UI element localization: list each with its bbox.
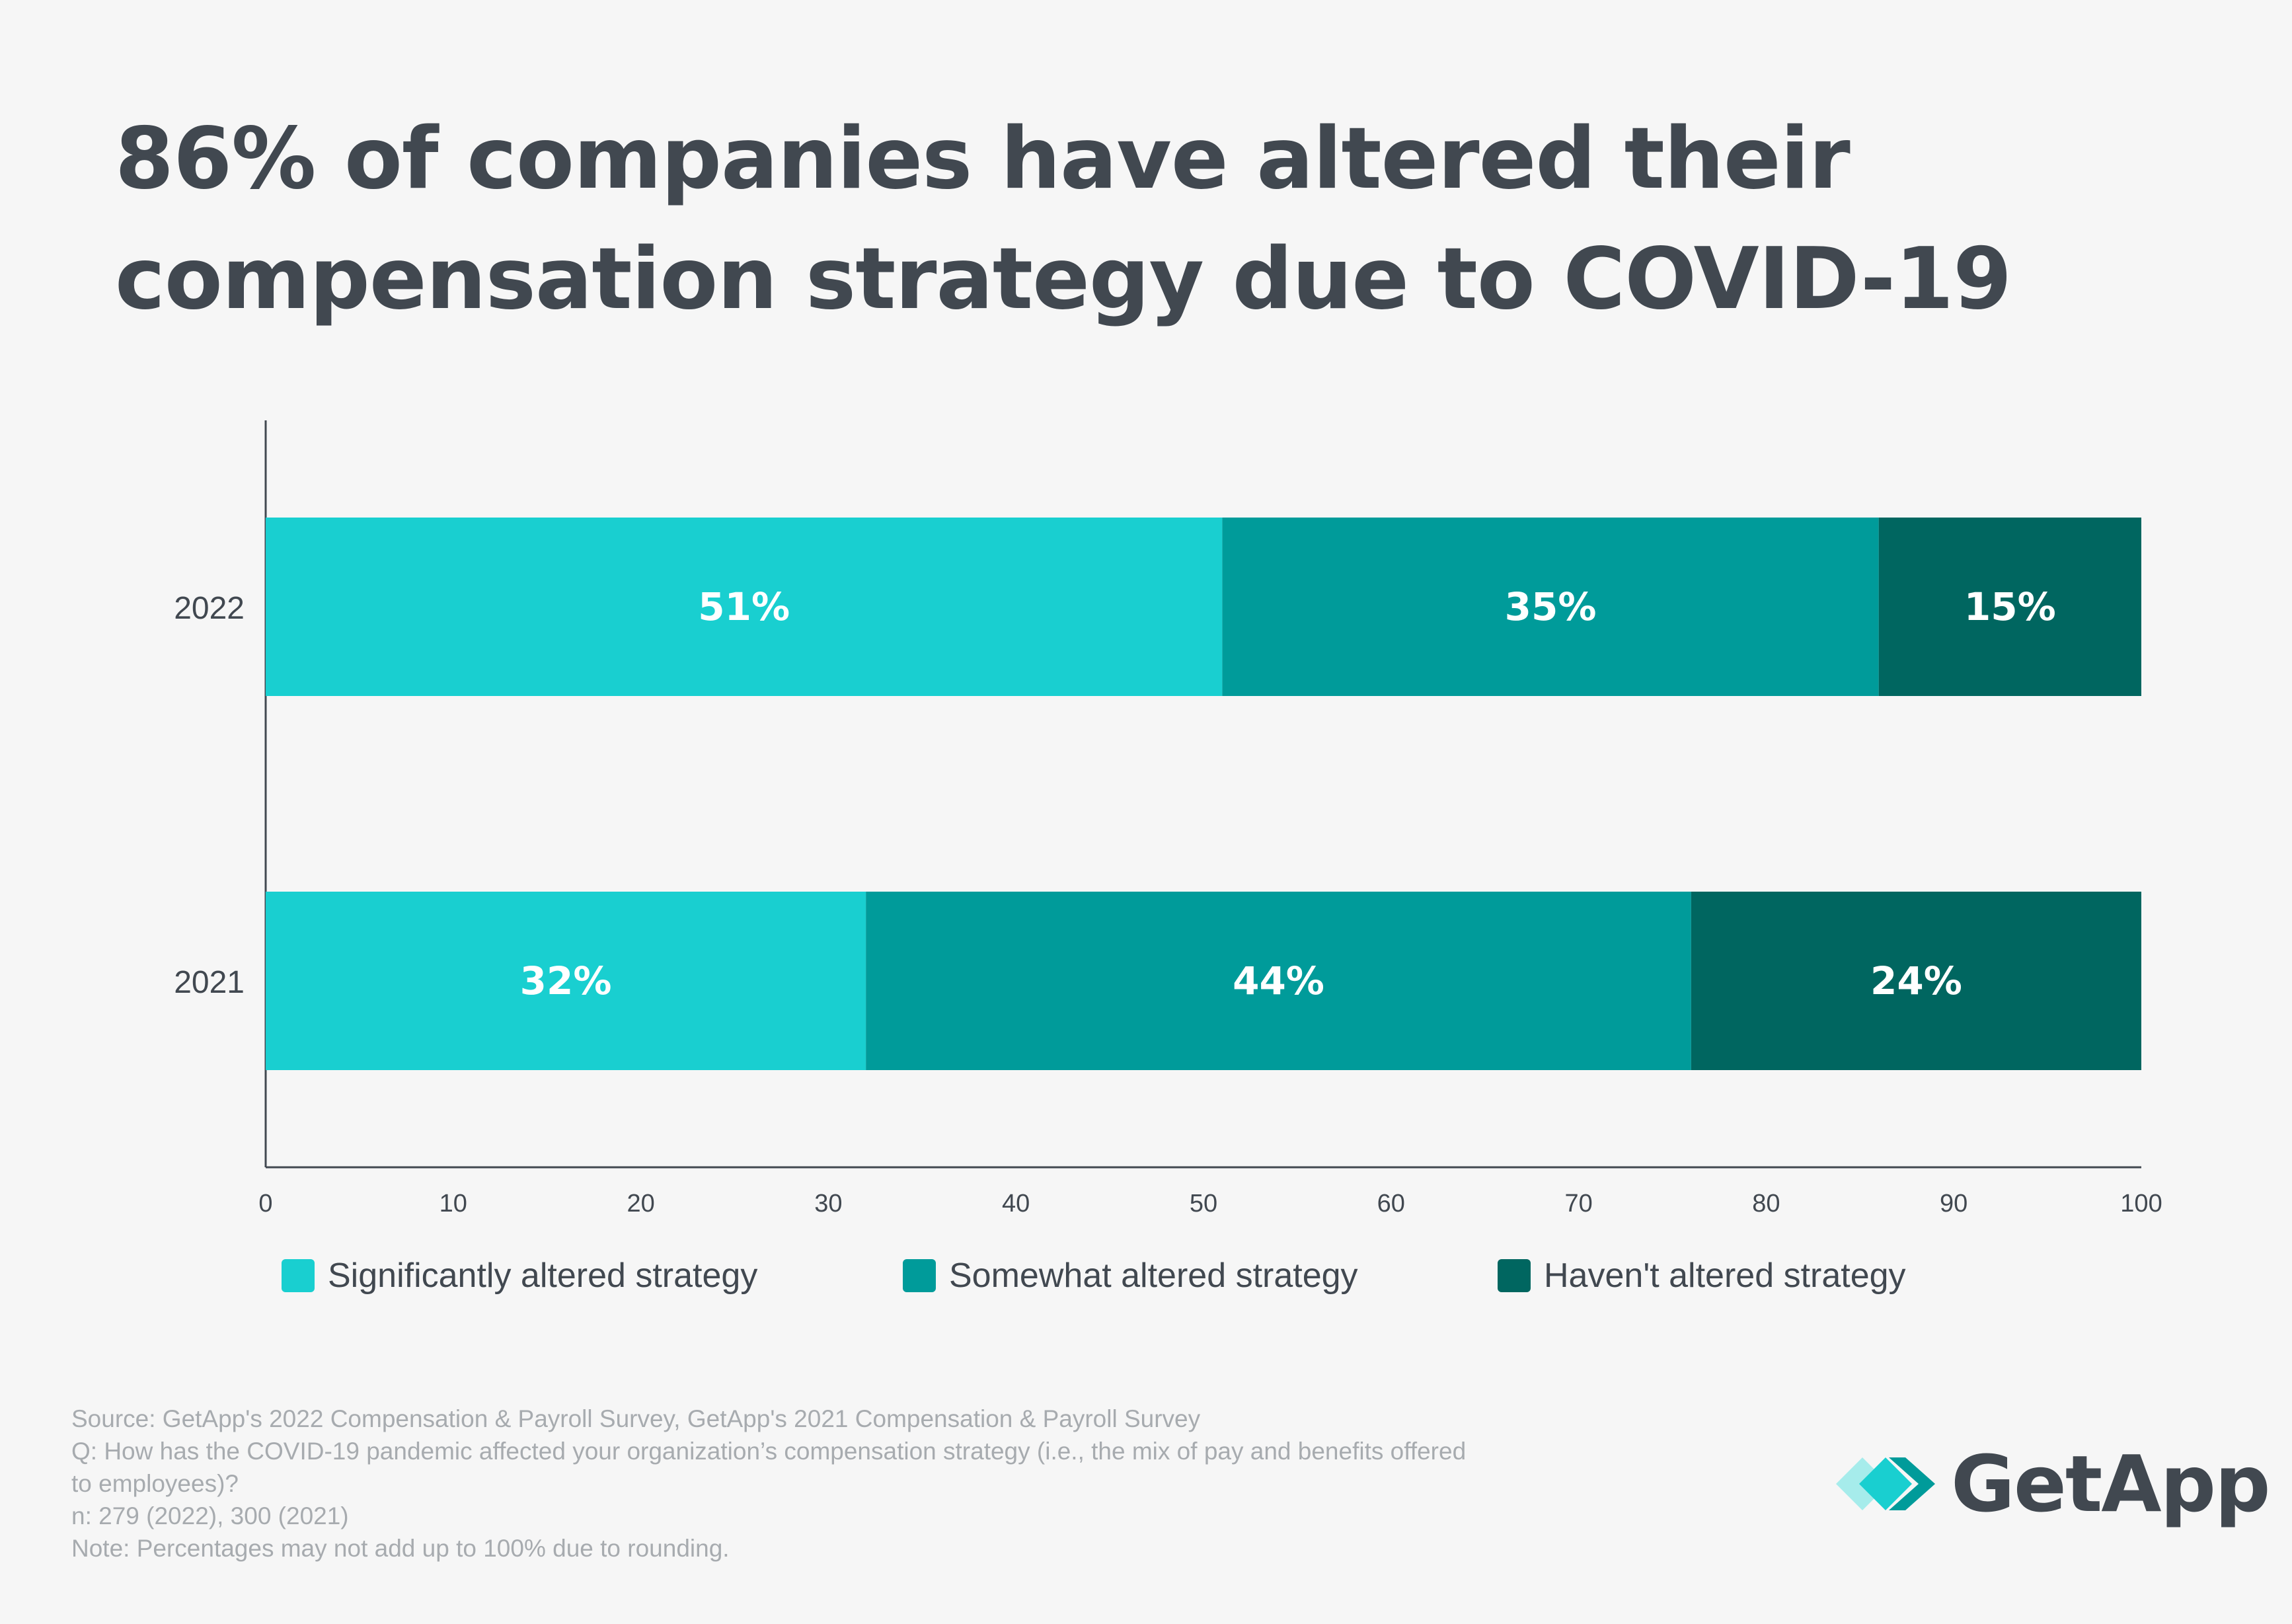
- data-label-2022-3: 15%: [1964, 584, 2056, 629]
- data-label-2021-2: 44%: [1233, 958, 1324, 1003]
- legend-label-havent: Haven't altered strategy: [1544, 1257, 1906, 1295]
- legend-swatch-havent: [1498, 1259, 1531, 1292]
- data-label-2021-1: 32%: [520, 958, 612, 1003]
- bar-2021-3: [1691, 892, 2141, 1070]
- legend-label-somewhat: Somewhat altered strategy: [949, 1257, 1358, 1295]
- x-tick-label-30: 30: [814, 1190, 842, 1218]
- bar-2022-1: [266, 518, 1223, 696]
- x-tick-label-90: 90: [1940, 1190, 1967, 1218]
- getapp-logo: GetApp: [1836, 1438, 2271, 1529]
- source-text: Source: GetApp's 2022 Compensation & Pay…: [71, 1405, 1201, 1432]
- title-line-2: compensation strategy due to COVID-19: [115, 230, 2012, 329]
- logo-chevron-dark: [1889, 1457, 1935, 1510]
- x-tick-label-20: 20: [627, 1190, 654, 1218]
- question-text-line-1: Q: How has the COVID-19 pandemic affecte…: [71, 1438, 1467, 1465]
- chart-title: 86% of companies have altered their comp…: [115, 99, 2098, 340]
- x-tick-label-40: 40: [1002, 1190, 1030, 1218]
- x-tick-label-10: 10: [439, 1190, 467, 1218]
- category-label-2022: 2022: [174, 591, 245, 626]
- bar-2022-2: [1222, 518, 1879, 696]
- x-tick-label-100: 100: [2120, 1190, 2162, 1218]
- getapp-logo-icon: [1836, 1457, 1935, 1510]
- x-tick-label-80: 80: [1752, 1190, 1780, 1218]
- legend-item-somewhat: Somewhat altered strategy: [903, 1256, 1358, 1295]
- bar-2021-2: [866, 892, 1691, 1070]
- note-text: Note: Percentages may not add up to 100%…: [71, 1535, 730, 1562]
- x-tick-label-70: 70: [1564, 1190, 1592, 1218]
- data-label-2022-2: 35%: [1505, 584, 1597, 629]
- bar-2022-3: [1878, 518, 2141, 696]
- x-tick-label-50: 50: [1190, 1190, 1217, 1218]
- bar-2021-1: [266, 892, 866, 1070]
- data-label-2022-1: 51%: [698, 584, 790, 629]
- category-label-2021: 2021: [174, 965, 245, 1000]
- legend-item-havent: Haven't altered strategy: [1498, 1256, 1906, 1295]
- legend-label-significantly: Significantly altered strategy: [328, 1257, 758, 1295]
- footer-notes: Source: GetApp's 2022 Compensation & Pay…: [71, 1403, 1710, 1565]
- bar-chart: 0 10 20 30 40 50 60 70 80 90 100 2022 51% 35% 15% 2021 3…: [174, 420, 2162, 1218]
- logo-diamond-mid: [1859, 1457, 1912, 1510]
- legend-item-significantly: Significantly altered strategy: [282, 1256, 757, 1295]
- legend-swatch-somewhat: [903, 1259, 936, 1292]
- logo-wordmark: GetApp: [1951, 1438, 2271, 1529]
- x-tick-label-0: 0: [258, 1190, 272, 1218]
- sample-size-text: n: 279 (2022), 300 (2021): [71, 1502, 349, 1529]
- title-line-1: 86% of companies have altered their: [115, 110, 1851, 208]
- x-tick-label-60: 60: [1377, 1190, 1405, 1218]
- data-label-2021-3: 24%: [1870, 958, 1962, 1003]
- legend-swatch-significantly: [282, 1259, 315, 1292]
- question-text-line-2: to employees)?: [71, 1470, 239, 1497]
